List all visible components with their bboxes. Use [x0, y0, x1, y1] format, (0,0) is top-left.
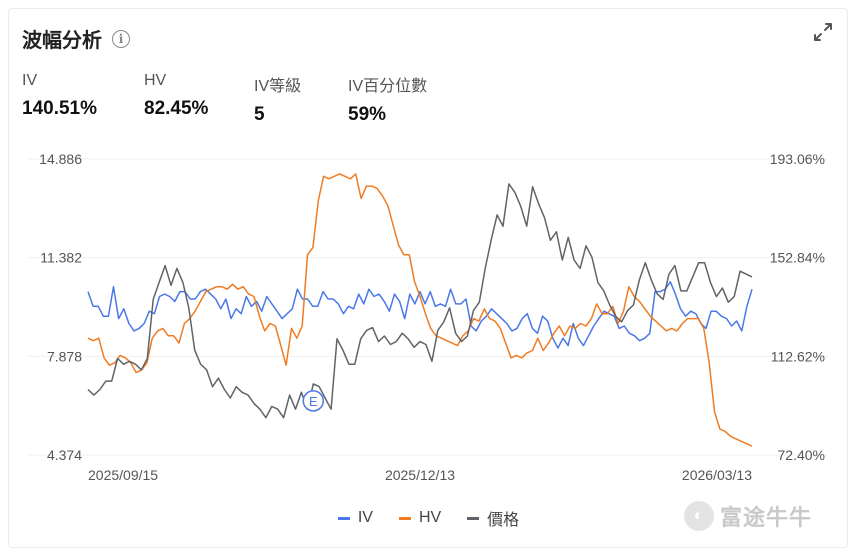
series-line-hv [87, 173, 753, 447]
stat-label: IV百分位數 [348, 78, 428, 95]
legend-label: IV [357, 509, 373, 526]
watermark-text: 富途牛牛 [720, 505, 813, 530]
right-tick-label: 152.84% [770, 250, 825, 266]
stat-value: 5 [254, 104, 265, 125]
series-line-iv [87, 281, 753, 349]
left-tick-label: 7.878 [47, 348, 82, 364]
stats-row: IV 140.51% HV 82.45% IV等級 5 IV百分位數 59% [22, 72, 469, 126]
legend-swatch [467, 516, 480, 520]
right-tick-label: 72.40% [778, 447, 825, 463]
legend-label: 價格 [487, 512, 520, 529]
x-tick-label: 2025/09/15 [88, 467, 158, 483]
right-tick-label: 193.06% [770, 151, 825, 167]
stat-value: 140.51% [22, 98, 98, 119]
earnings-marker-label: E [309, 394, 318, 409]
stat-iv-rank: IV等級 5 [254, 72, 306, 126]
right-tick-label: 112.62% [771, 348, 825, 364]
stat-iv: IV 140.51% [22, 72, 102, 126]
futu-logo-icon: ◐ [684, 501, 714, 531]
x-tick-label: 2026/03/13 [682, 467, 752, 483]
legend-item-hv[interactable]: HV [398, 506, 442, 530]
earnings-marker [302, 390, 325, 412]
stat-iv-percentile: IV百分位數 59% [348, 72, 427, 126]
left-tick-label: 4.374 [47, 447, 82, 463]
legend-item-iv[interactable]: IV [337, 506, 373, 530]
expand-icon[interactable] [811, 20, 835, 44]
card-header: 波幅分析 i [22, 24, 130, 53]
stat-label: HV [144, 72, 167, 89]
legend-swatch [398, 516, 411, 520]
left-tick-label: 14.886 [39, 151, 82, 167]
watermark: ◐ 富途牛牛 [684, 500, 812, 532]
chart-legend: IV HV 價格 [0, 506, 857, 530]
stat-label: IV [22, 72, 38, 89]
legend-item-price[interactable]: 價格 [467, 506, 519, 530]
volatility-card [8, 8, 848, 548]
x-tick-label: 2025/12/13 [385, 467, 455, 483]
legend-label: HV [418, 509, 442, 526]
stat-value: 59% [348, 104, 387, 125]
legend-swatch [337, 516, 350, 520]
stat-label: IV等級 [254, 78, 302, 95]
left-tick-label: 11.382 [40, 250, 82, 266]
stat-hv: HV 82.45% [144, 72, 212, 126]
series-line-price [87, 183, 753, 419]
card-title: 波幅分析 [22, 30, 102, 52]
stat-value: 82.45% [144, 98, 209, 119]
info-icon[interactable]: i [112, 29, 130, 48]
